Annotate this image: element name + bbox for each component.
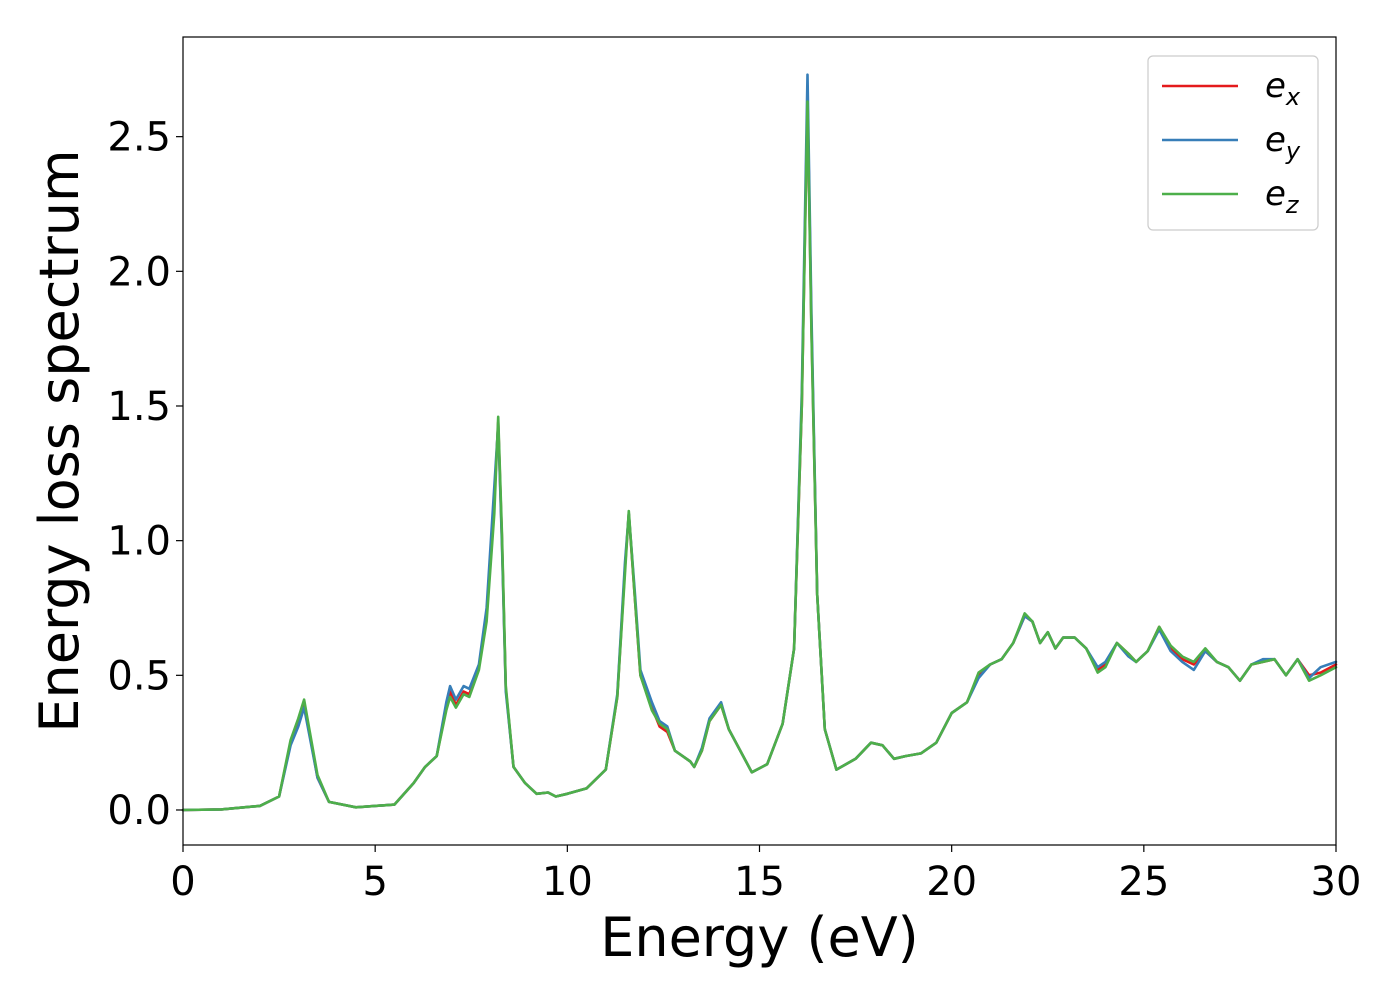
x-axis-label: Energy (eV) [600,906,919,969]
x-tick-label: 0 [170,859,195,905]
x-tick-label: 10 [542,859,593,905]
y-tick-label: 2.5 [107,115,171,161]
legend-box [1147,55,1319,231]
x-tick-label: 30 [1311,859,1362,905]
legend-label-e_x: ex [1265,66,1301,111]
legend: ex ey ez [1147,55,1319,231]
x-tick-label: 25 [1118,859,1169,905]
y-tick-label: 0.0 [107,788,171,834]
series-layer [181,73,1338,812]
x-tick-label: 15 [734,859,785,905]
y-tick-label: 1.5 [107,384,171,430]
x-axis: 0 5 10 15 20 25 30 [170,845,1361,905]
legend-label-e_z: ez [1265,174,1300,219]
legend-label-e_y: ey [1265,120,1301,165]
x-tick-label: 20 [926,859,977,905]
y-tick-label: 2.0 [107,249,171,295]
y-tick-label: 0.5 [107,653,171,699]
y-axis: 0.0 0.5 1.0 1.5 2.0 2.5 [107,115,183,834]
x-tick-label: 5 [362,859,387,905]
y-tick-label: 1.0 [107,519,171,565]
series-line-e_z [181,100,1338,812]
y-axis-label: Energy loss spectrum [28,149,91,732]
